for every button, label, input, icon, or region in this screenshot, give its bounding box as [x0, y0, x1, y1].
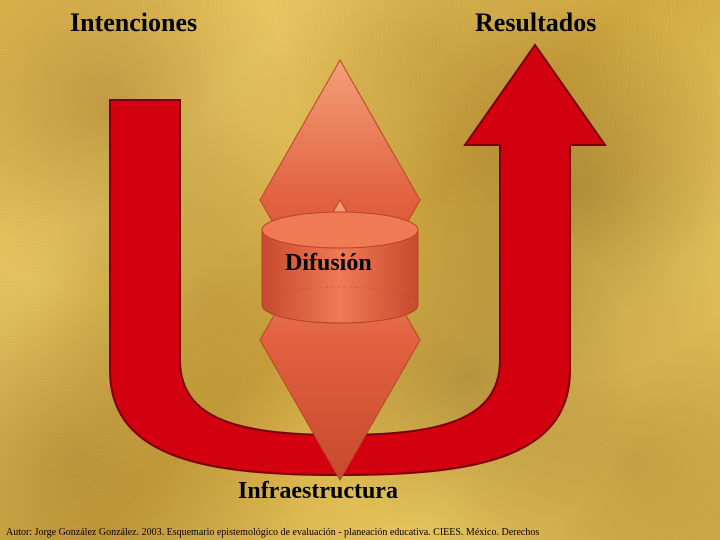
label-difusion: Difusión — [285, 250, 372, 277]
stage: Intenciones Resultados Difusión Infraest… — [0, 0, 720, 540]
label-resultados: Resultados — [475, 8, 596, 38]
footer-credit: Autor: Jorge González González. 2003. Es… — [0, 527, 720, 538]
label-intenciones: Intenciones — [70, 8, 197, 38]
label-infraestructura: Infraestructura — [238, 478, 398, 505]
